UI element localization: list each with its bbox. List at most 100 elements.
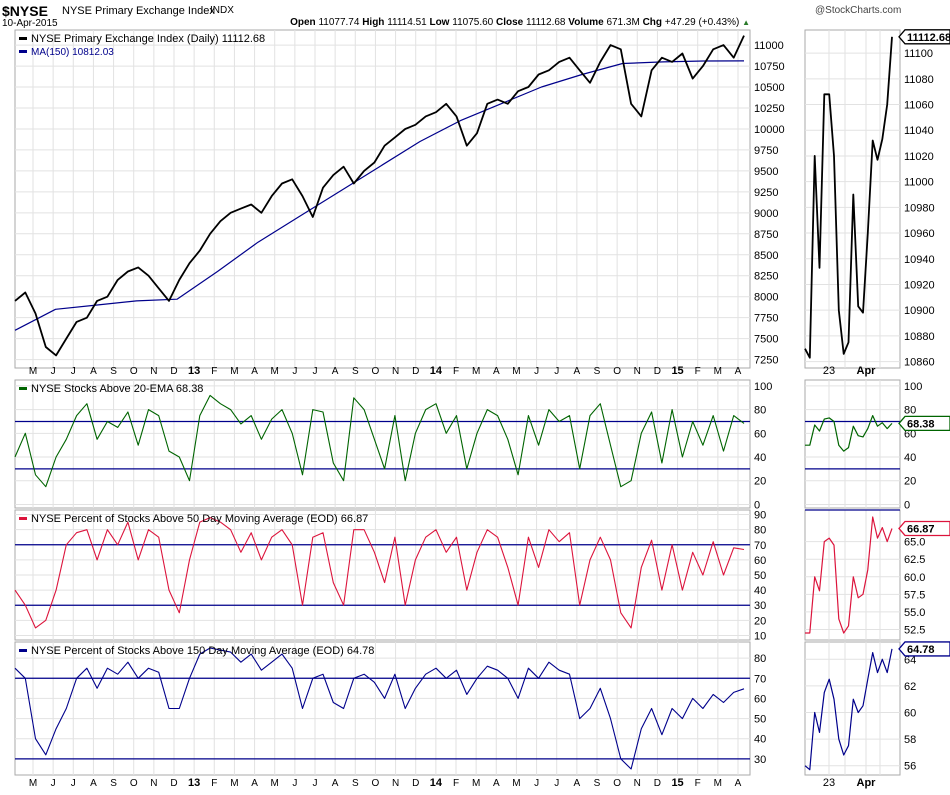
main-y-tick-label: 7250 xyxy=(754,355,778,367)
mini-y-tick-label: 60.0 xyxy=(904,572,925,584)
main-y-tick-label: 100 xyxy=(754,381,772,393)
x-tick-label: J xyxy=(292,366,297,377)
mini-line-3 xyxy=(805,516,893,634)
x-tick-label: 14 xyxy=(430,365,443,377)
x-tick-label: M xyxy=(230,366,238,377)
legend-swatch xyxy=(19,649,27,652)
mini-y-tick-label: 11000 xyxy=(904,177,934,189)
main-y-tick-label: 60 xyxy=(754,693,766,705)
legend-label: NYSE Stocks Above 20-EMA 68.38 xyxy=(31,383,203,395)
main-y-tick-label: 10 xyxy=(754,630,766,642)
x-tick-label: M xyxy=(472,366,480,377)
x-tick-label: A xyxy=(90,366,97,377)
quote-label-volume: Volume xyxy=(568,17,607,28)
main-y-tick-label: 40 xyxy=(754,585,766,597)
x-tick-label: N xyxy=(150,366,157,377)
x-tick-label: D xyxy=(412,366,419,377)
main-y-tick-label: 30 xyxy=(754,754,766,766)
mini-x-tick-label: 23 xyxy=(823,365,835,377)
legend-swatch xyxy=(19,517,27,520)
x-tick-label: 13 xyxy=(188,777,200,789)
x-tick-label: F xyxy=(211,366,217,377)
main-y-tick-label: 70 xyxy=(754,673,766,685)
watermark: @StockCharts.com xyxy=(815,5,902,16)
legend-swatch xyxy=(19,50,27,53)
x-tick-label: M xyxy=(230,778,238,789)
mini-y-tick-label: 55.0 xyxy=(904,607,925,619)
mini-y-tick-label: 10960 xyxy=(904,228,935,240)
x-tick-label: 13 xyxy=(188,365,200,377)
x-tick-label: M xyxy=(714,366,722,377)
mini-line-2 xyxy=(805,415,893,452)
quote-label-chg: Chg xyxy=(642,17,665,28)
mini-y-tick-label: 60 xyxy=(904,707,916,719)
main-y-tick-label: 90 xyxy=(754,510,766,522)
x-tick-label: J xyxy=(292,778,297,789)
mini-y-tick-label: 65.0 xyxy=(904,537,925,549)
mini-y-tick-label: 10860 xyxy=(904,357,935,369)
indicator-line-2 xyxy=(14,517,745,629)
mini-y-tick-label: 11080 xyxy=(904,74,934,86)
x-tick-label: N xyxy=(150,778,157,789)
main-y-tick-label: 8750 xyxy=(754,229,778,241)
main-y-tick-label: 8250 xyxy=(754,271,778,283)
main-y-tick-label: 60 xyxy=(754,428,766,440)
main-y-tick-label: 80 xyxy=(754,405,766,417)
last-value-label: 66.87 xyxy=(907,523,935,535)
main-y-tick-label: 10000 xyxy=(754,124,785,136)
main-y-tick-label: 11000 xyxy=(754,40,784,52)
last-value-tag xyxy=(898,415,950,432)
last-value-label: 11112.68 xyxy=(907,32,950,44)
x-tick-label: 15 xyxy=(671,777,683,789)
main-y-tick-label: 7500 xyxy=(754,334,778,346)
mini-y-tick-label: 80 xyxy=(904,405,916,417)
main-y-tick-label: 9750 xyxy=(754,145,778,157)
up-triangle-icon: ▲ xyxy=(742,18,750,27)
x-tick-label: F xyxy=(453,366,459,377)
x-tick-label: M xyxy=(512,366,520,377)
index-name: NYSE Primary Exchange Index xyxy=(62,5,215,17)
mini-y-tick-label: 10980 xyxy=(904,202,935,214)
x-tick-label: S xyxy=(110,366,117,377)
x-tick-label: M xyxy=(512,778,520,789)
x-tick-label: D xyxy=(654,778,661,789)
x-tick-label: O xyxy=(372,778,380,789)
x-tick-label: N xyxy=(634,366,641,377)
quote-value-open: 11077.74 xyxy=(318,17,363,28)
quote-label-open: Open xyxy=(290,17,319,28)
mini-y-tick-label: 10920 xyxy=(904,279,935,291)
x-tick-label: N xyxy=(634,778,641,789)
x-tick-label: O xyxy=(130,778,138,789)
x-tick-label: A xyxy=(332,366,339,377)
indicator-line-3 xyxy=(14,647,745,770)
mini-y-tick-label: 10940 xyxy=(904,254,935,266)
mini-y-tick-label: 10880 xyxy=(904,331,935,343)
mini-y-tick-label: 11060 xyxy=(904,100,934,112)
main-y-tick-label: 60 xyxy=(754,555,766,567)
x-tick-label: J xyxy=(554,778,559,789)
mini-line-4 xyxy=(804,648,893,771)
main-y-tick-label: 50 xyxy=(754,570,766,582)
mini-y-tick-label: 10900 xyxy=(904,305,935,317)
x-tick-label: J xyxy=(313,366,318,377)
mini-y-tick-label: 11100 xyxy=(904,48,933,60)
main-y-tick-label: 80 xyxy=(754,525,766,537)
x-tick-label: J xyxy=(534,778,539,789)
exchange: INDX xyxy=(210,5,234,16)
mini-y-tick-label: 100 xyxy=(904,381,922,393)
mini-y-tick-label: 60 xyxy=(904,428,916,440)
x-tick-label: 15 xyxy=(671,365,683,377)
main-y-tick-label: 20 xyxy=(754,615,766,627)
x-tick-label: J xyxy=(313,778,318,789)
main-panel-4-frame xyxy=(14,641,751,776)
x-tick-label: M xyxy=(29,366,37,377)
x-tick-label: S xyxy=(352,366,359,377)
x-tick-label: F xyxy=(453,778,459,789)
x-tick-label: O xyxy=(613,366,621,377)
main-y-tick-label: 10250 xyxy=(754,103,785,115)
x-tick-label: O xyxy=(613,778,621,789)
x-tick-label: D xyxy=(654,366,661,377)
x-tick-label: J xyxy=(51,366,56,377)
